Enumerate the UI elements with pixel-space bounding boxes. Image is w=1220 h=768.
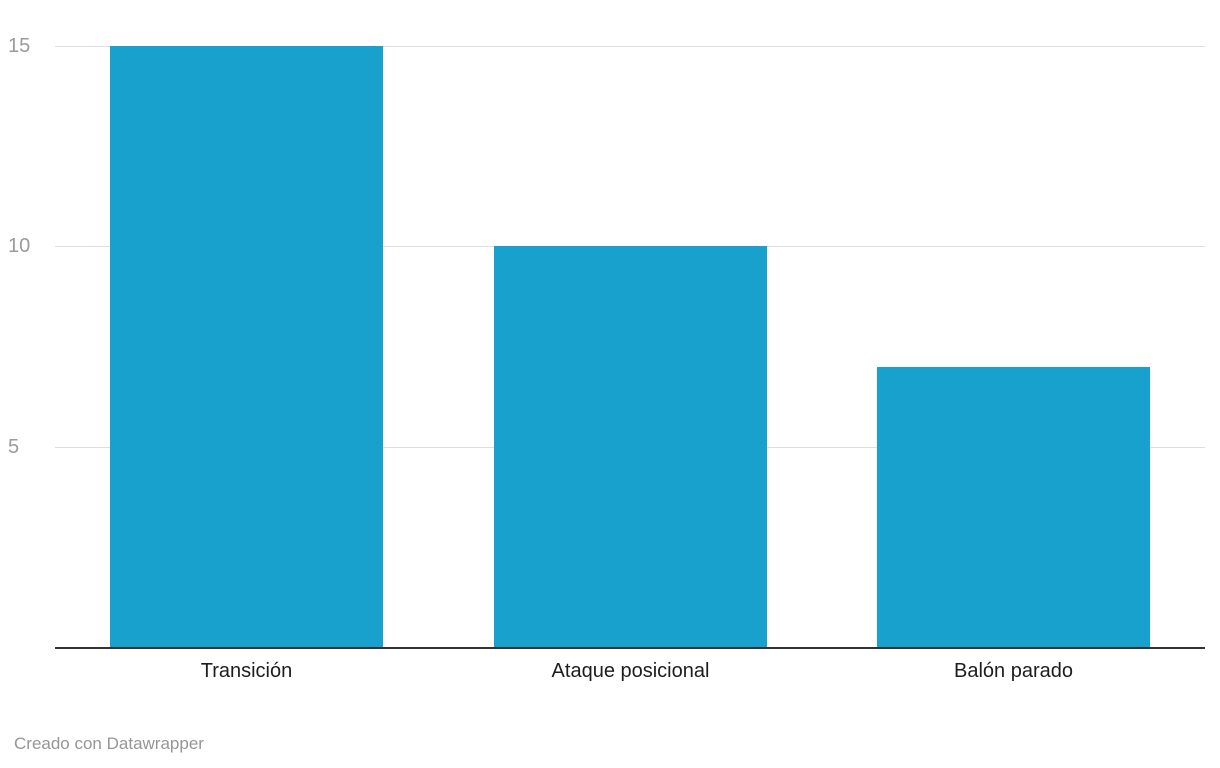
bar-3 — [877, 367, 1150, 647]
bar-1 — [110, 46, 383, 647]
x-axis-labels: Transición Ataque posicional Balón parado — [55, 660, 1205, 690]
y-axis-tick-label: 15 — [8, 35, 31, 57]
x-axis-category-label: Transición — [200, 660, 293, 682]
datawrapper-credit-link[interactable]: Creado con Datawrapper — [14, 734, 204, 753]
y-axis-tick-label: 5 — [8, 435, 20, 458]
x-axis-category-label: Ataque posicional — [551, 660, 710, 682]
plot-area — [55, 46, 1205, 649]
chart-footer: Creado con Datawrapper — [14, 734, 204, 754]
gridline-y-15 — [55, 46, 1205, 47]
y-axis-tick-label: 10 — [8, 235, 31, 258]
x-axis-category-label: Balón parado — [954, 660, 1073, 682]
bar-2 — [494, 246, 767, 647]
